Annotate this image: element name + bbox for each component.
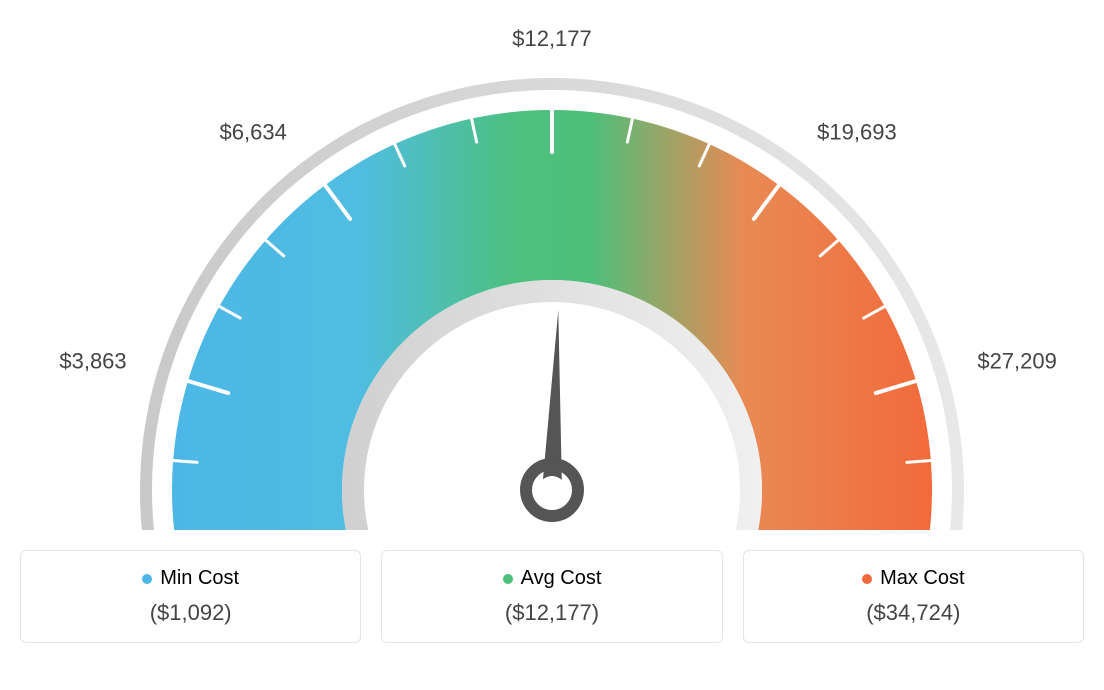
svg-text:$12,177: $12,177 bbox=[512, 26, 592, 51]
dot-icon bbox=[862, 574, 872, 584]
legend-value-max: ($34,724) bbox=[754, 600, 1073, 626]
legend-row: Min Cost ($1,092) Avg Cost ($12,177) Max… bbox=[20, 550, 1084, 643]
legend-card-avg: Avg Cost ($12,177) bbox=[381, 550, 722, 643]
legend-value-avg: ($12,177) bbox=[392, 600, 711, 626]
legend-label: Avg Cost bbox=[521, 567, 602, 590]
legend-title-avg: Avg Cost bbox=[392, 567, 711, 590]
legend-title-max: Max Cost bbox=[754, 567, 1073, 590]
gauge-chart: $1,092$3,863$6,634$12,177$19,693$27,209$… bbox=[20, 20, 1084, 530]
legend-label: Min Cost bbox=[160, 567, 239, 590]
svg-text:$6,634: $6,634 bbox=[220, 120, 287, 145]
legend-card-min: Min Cost ($1,092) bbox=[20, 550, 361, 643]
dot-icon bbox=[503, 574, 513, 584]
legend-card-max: Max Cost ($34,724) bbox=[743, 550, 1084, 643]
svg-text:$3,863: $3,863 bbox=[59, 348, 126, 373]
legend-value-min: ($1,092) bbox=[31, 600, 350, 626]
cost-gauge-widget: $1,092$3,863$6,634$12,177$19,693$27,209$… bbox=[20, 20, 1084, 643]
legend-title-min: Min Cost bbox=[31, 567, 350, 590]
svg-text:$19,693: $19,693 bbox=[817, 120, 897, 145]
legend-label: Max Cost bbox=[880, 567, 964, 590]
svg-text:$27,209: $27,209 bbox=[977, 348, 1057, 373]
dot-icon bbox=[142, 574, 152, 584]
